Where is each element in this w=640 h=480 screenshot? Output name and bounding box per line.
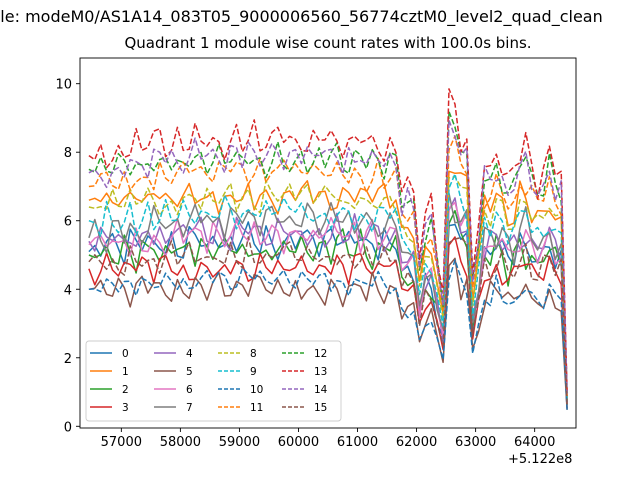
series-line-6: [88, 201, 568, 403]
series-line-4: [88, 197, 568, 404]
x-tick-label: 62000: [396, 435, 437, 450]
x-tick-label: 59000: [219, 435, 260, 450]
series-line-8: [88, 176, 568, 400]
x-tick-label: 61000: [337, 435, 378, 450]
legend-label-10: 10: [250, 384, 263, 396]
axis-ticks: 57000 58000 59000 60000 61000 62000 63000 64000…: [55, 78, 555, 450]
x-tick-label: 64000: [514, 435, 555, 450]
legend-label-6: 6: [186, 384, 193, 396]
legend-label-14: 14: [314, 384, 328, 396]
y-tick-label: 0: [64, 420, 72, 435]
legend-label-4: 4: [186, 348, 193, 360]
legend-label-3: 3: [122, 402, 129, 414]
legend-label-11: 11: [250, 402, 263, 414]
series-line-14: [88, 119, 568, 394]
legend-label-12: 12: [314, 348, 327, 360]
series-line-7: [88, 192, 568, 403]
figure-suptitle: n file: modeM0/AS1A14_083T05_9000006560_…: [0, 7, 603, 26]
series-line-5: [88, 257, 568, 410]
legend-box: [85, 340, 342, 422]
legend-label-2: 2: [122, 384, 129, 396]
y-tick-label: 8: [64, 146, 72, 161]
x-tick-label: 58000: [160, 435, 201, 450]
x-tick-label: 63000: [455, 435, 496, 450]
legend-label-1: 1: [122, 366, 129, 378]
series-line-9: [88, 173, 568, 404]
y-tick-label: 4: [64, 283, 72, 298]
series-line-10: [88, 259, 568, 410]
series-line-1: [88, 170, 568, 401]
y-tick-label: 6: [64, 215, 72, 230]
plot-lines: [88, 88, 568, 410]
x-offset-label: +5.122e8: [508, 452, 573, 467]
y-tick-label: 10: [55, 78, 72, 93]
legend-label-15: 15: [314, 402, 327, 414]
legend-label-13: 13: [314, 366, 327, 378]
chart-title: Quadrant 1 module wise count rates with …: [124, 34, 532, 52]
series-line-0: [88, 221, 568, 404]
series-line-13: [88, 88, 568, 392]
legend-label-7: 7: [186, 402, 193, 414]
axes-frame: [79, 57, 577, 429]
series-line-11: [88, 135, 568, 397]
legend-label-5: 5: [186, 366, 193, 378]
x-tick-label: 60000: [278, 435, 319, 450]
x-tick-label: 57000: [101, 435, 142, 450]
legend-label-8: 8: [250, 348, 257, 360]
series-line-15: [88, 236, 568, 406]
legend-label-0: 0: [122, 348, 129, 360]
series-line-3: [88, 236, 568, 409]
legend-label-9: 9: [250, 366, 257, 378]
y-tick-label: 2: [64, 352, 72, 367]
series-line-12: [88, 110, 568, 394]
